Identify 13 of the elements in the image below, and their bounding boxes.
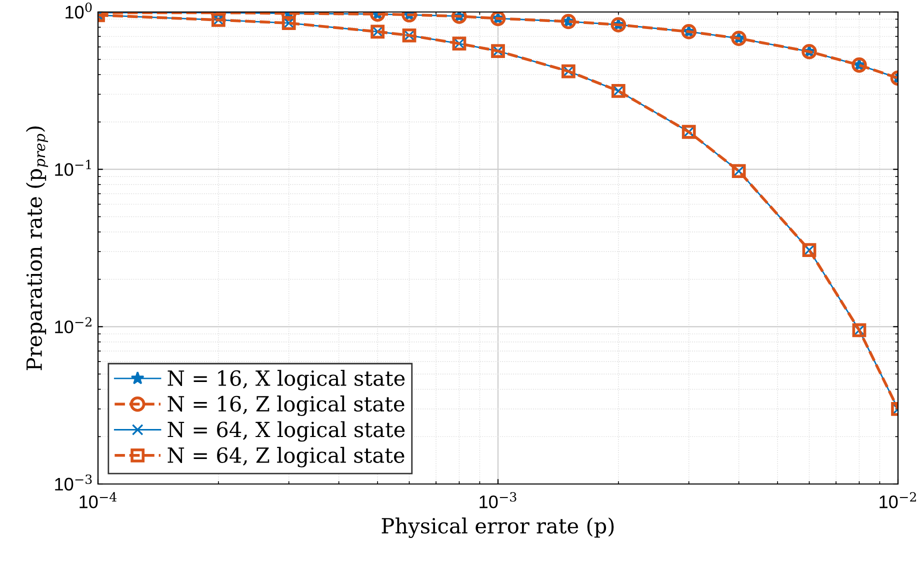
x-tick-label: 10$^{−4}$ [80, 492, 117, 508]
legend-label: N = 16, Z logical state [168, 396, 404, 416]
legend-label: N = 64, Z logical state [168, 446, 404, 468]
y-tick-label: 10$^{0}$ [66, 2, 92, 19]
x-tick-label: 10$^{−3}$ [480, 492, 516, 508]
legend-label: N = 64, X logical state [168, 421, 405, 442]
x-axis-title: Physical error rate (p) [382, 518, 614, 538]
legend-label: N = 16, X logical state [168, 370, 405, 390]
y-tick-label: 10$^{−2}$ [55, 317, 92, 334]
y-tick-label: 10$^{−3}$ [55, 474, 92, 491]
y-axis-title: Preparation rate (p$_{prep}$) [26, 126, 48, 370]
y-tick-label: 10$^{−1}$ [55, 160, 91, 176]
x-tick-label: 10$^{−2}$ [880, 492, 916, 508]
